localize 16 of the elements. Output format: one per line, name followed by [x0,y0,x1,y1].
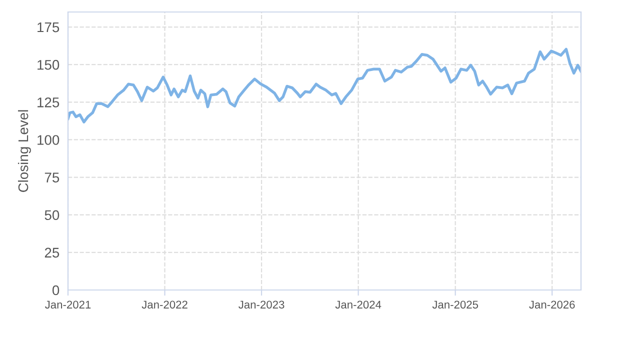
x-tick-label: Jan-2023 [238,300,284,309]
line-series [68,48,581,124]
x-tick-label: Jan-2026 [529,300,575,309]
x-tick-label: Jan-2024 [335,300,382,309]
y-tick-label: 50 [44,210,60,220]
y-tick-label: 0 [52,285,60,296]
x-tick-label: Jan-2022 [142,300,188,309]
y-tick-label: 75 [44,172,60,182]
y-tick-label: 125 [38,97,60,108]
y-axis-title: Closing Level [18,110,31,192]
y-tick-label: 25 [44,248,60,258]
y-tick-label: 150 [38,60,60,70]
x-tick-label: Jan-2021 [45,300,91,309]
y-tick-label: 175 [38,22,60,32]
y-tick-label: 100 [38,135,60,145]
x-tick-label: Jan-2025 [432,300,478,309]
